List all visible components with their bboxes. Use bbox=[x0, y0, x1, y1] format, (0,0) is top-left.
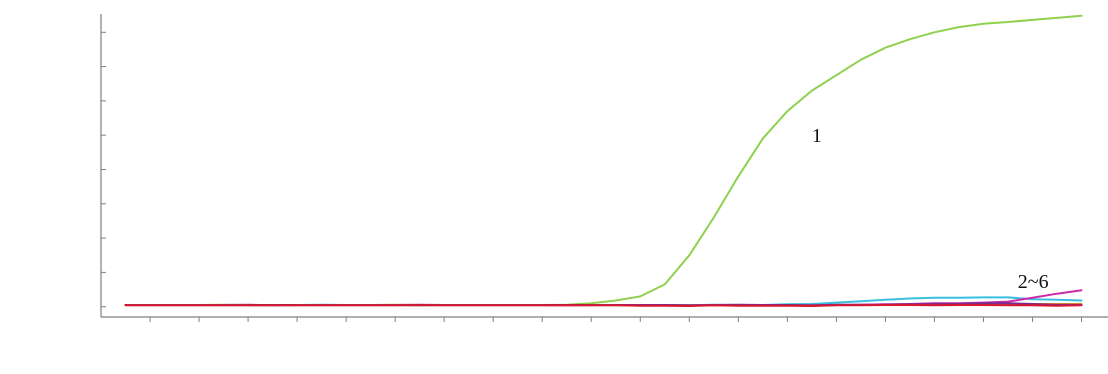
series-line-6 bbox=[124, 304, 1083, 307]
chart-axes bbox=[100, 14, 1108, 322]
chart-series bbox=[124, 14, 1083, 307]
annotation-label-1: 1 bbox=[812, 125, 822, 147]
annotation-label-2: 2~6 bbox=[1018, 271, 1049, 293]
chart-annotations: 1 2~6 bbox=[812, 125, 1049, 293]
series-line-1 bbox=[124, 14, 1083, 306]
